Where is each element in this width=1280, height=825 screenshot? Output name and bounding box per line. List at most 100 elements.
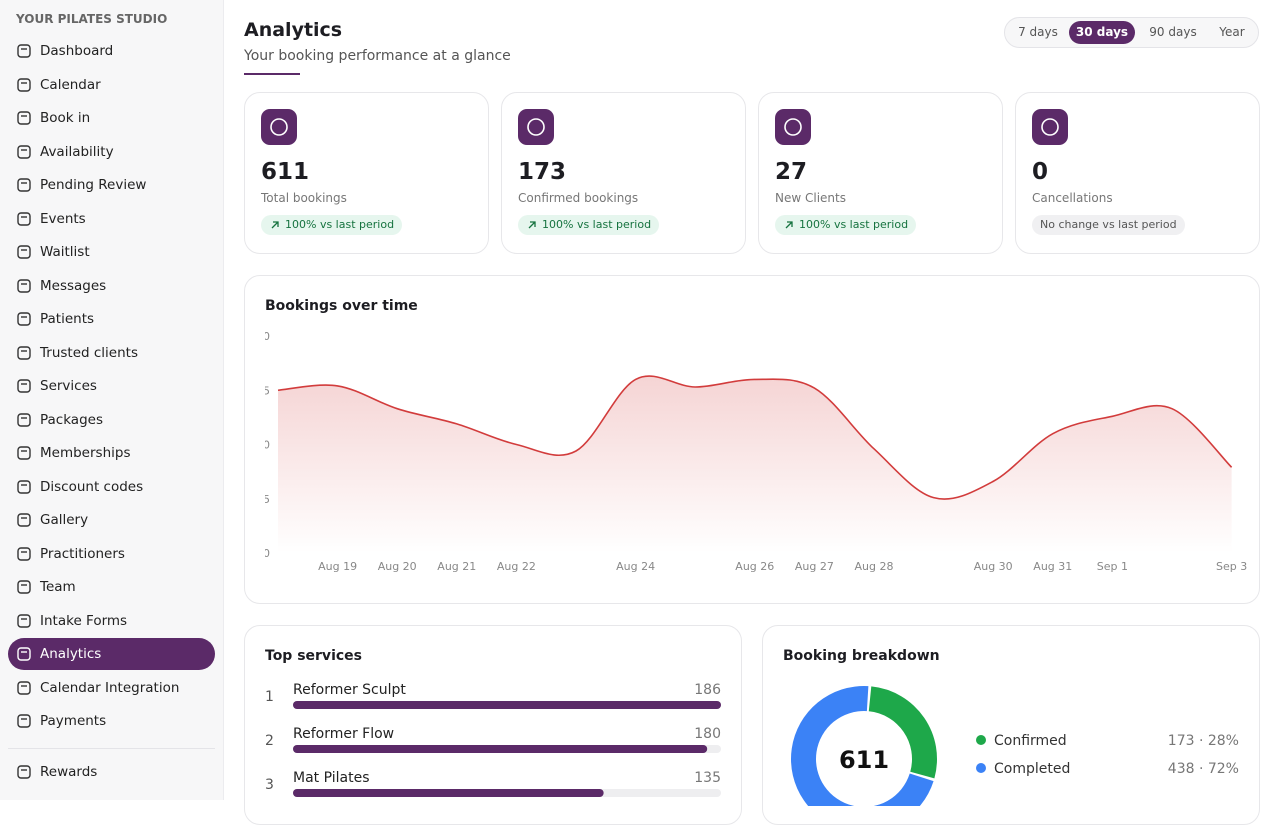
nav-item[interactable]: Analytics	[8, 638, 215, 670]
range-selector: 7 days 30 days 90 days Year	[1004, 17, 1259, 48]
stat-badge: 100% vs last period	[775, 215, 917, 235]
icon-shape	[17, 580, 31, 594]
chart-title: Bookings over time	[265, 298, 418, 314]
nav-item[interactable]: Calendar	[8, 69, 215, 101]
service-name: Mat Pilates	[293, 770, 370, 786]
nav-label: Memberships	[40, 445, 131, 461]
nav-label: Packages	[40, 411, 103, 428]
studio-name: YOUR PILATES STUDIO	[16, 12, 168, 26]
y-tick-label: 5	[263, 493, 270, 506]
nav-item[interactable]: Book in	[8, 102, 215, 134]
x-tick-label: Sep 1	[1097, 560, 1128, 573]
nav-item[interactable]: Gallery	[8, 504, 215, 536]
service-count: 135	[694, 770, 721, 786]
nav-label: Pending Review	[40, 177, 147, 193]
nav-item[interactable]: Payments	[8, 705, 215, 737]
stat-card: 611 Total bookings 100% vs last period	[244, 92, 489, 254]
stat-badge: No change vs last period	[1032, 215, 1185, 235]
sidebar: YOUR PILATES STUDIO Dashboard Calendar Boo…	[0, 0, 224, 800]
icon-shape	[17, 446, 31, 460]
badge-text: 100% vs last period	[799, 218, 909, 231]
stat-badge: 100% vs last period	[518, 215, 660, 235]
service-name: Reformer Flow	[293, 726, 394, 742]
nav-item[interactable]: Dashboard	[8, 35, 215, 67]
nav-item[interactable]: Trusted clients	[8, 337, 215, 369]
icon-glyph	[527, 118, 545, 136]
nav-icon	[17, 77, 31, 92]
x-tick-label: Aug 24	[616, 560, 655, 573]
nav-item[interactable]: Availability	[8, 136, 215, 168]
x-tick-label: Aug 28	[855, 560, 894, 573]
icon-shape	[17, 44, 31, 58]
range-option[interactable]: 7 days	[1018, 25, 1058, 39]
service-count: 180	[694, 726, 721, 742]
icon-glyph	[1041, 118, 1059, 136]
icon-shape	[17, 613, 31, 628]
range-option[interactable]: Year	[1219, 25, 1245, 39]
nav-item[interactable]: Team	[8, 571, 215, 603]
nav-item[interactable]: Intake Forms	[8, 605, 215, 637]
y-tick-label: 0	[263, 547, 270, 560]
nav-item[interactable]: Packages	[8, 404, 215, 436]
divider	[8, 748, 215, 749]
donut-chart: Confirmed 173 · 28% Completed 438 · 72% 611	[791, 686, 1239, 806]
page-title: Analytics	[244, 19, 343, 41]
nav-item[interactable]: Rewards	[8, 756, 215, 788]
nav-label: Intake Forms	[40, 612, 128, 629]
y-tick-label: 20	[256, 330, 270, 343]
icon-shape	[17, 178, 31, 192]
stat-card: 0 Cancellations No change vs last period	[1015, 92, 1260, 254]
nav-item[interactable]: Pending Review	[8, 169, 215, 201]
nav-icon	[17, 144, 31, 159]
stat-label: New Clients	[775, 191, 846, 205]
trend-arrow	[271, 221, 279, 229]
nav-item[interactable]: Events	[8, 203, 215, 235]
nav-item[interactable]: Practitioners	[8, 538, 215, 570]
icon-shape	[17, 144, 31, 159]
badge-text: 100% vs last period	[542, 218, 652, 231]
stat-value: 173	[518, 159, 567, 185]
nav-icon	[17, 680, 31, 695]
nav-item[interactable]: Patients	[8, 303, 215, 335]
range-option[interactable]: 30 days	[1069, 21, 1135, 44]
nav-label: Patients	[40, 311, 95, 327]
rank: 3	[265, 777, 274, 793]
legend-dot	[976, 735, 986, 745]
bar	[293, 701, 721, 709]
nav-icon	[17, 44, 31, 58]
x-tick-label: Aug 22	[497, 560, 536, 573]
icon-shape	[17, 647, 31, 661]
service-name: Reformer Sculpt	[293, 682, 406, 698]
stat-value: 611	[261, 159, 310, 185]
nav-label: Team	[40, 579, 76, 595]
icon-shape	[784, 118, 802, 136]
icon-shape	[17, 278, 31, 293]
icon-glyph	[784, 118, 802, 136]
legend-name: Completed	[994, 761, 1070, 777]
nav-label: Waitlist	[40, 244, 90, 260]
bar	[293, 745, 708, 753]
icon-shape	[1041, 118, 1059, 136]
nav-item[interactable]: Calendar Integration	[8, 672, 215, 704]
card-title: Top services	[265, 648, 362, 664]
trend-arrow	[528, 221, 536, 229]
stat-card: 173 Confirmed bookings 100% vs last period	[501, 92, 746, 254]
x-tick-label: Aug 27	[795, 560, 834, 573]
nav-item[interactable]: Services	[8, 370, 215, 402]
nav-item[interactable]: Discount codes	[8, 471, 215, 503]
stat-label: Total bookings	[261, 191, 347, 205]
underline	[244, 73, 300, 75]
icon-shape	[17, 680, 31, 695]
area	[278, 376, 1232, 553]
nav-item[interactable]: Memberships	[8, 437, 215, 469]
icon-shape	[17, 77, 31, 92]
range-option[interactable]: 90 days	[1149, 25, 1197, 39]
nav-item[interactable]: Waitlist	[8, 236, 215, 268]
nav-label: Book in	[40, 110, 91, 126]
breakdown-card: Booking breakdown Confirmed 173 · 28% Compl…	[762, 625, 1260, 825]
nav-label: Services	[40, 378, 97, 394]
stat-card: 27 New Clients 100% vs last period	[758, 92, 1003, 254]
nav-item[interactable]: Messages	[8, 270, 215, 302]
nav-icon	[17, 345, 31, 360]
icon-shape	[270, 118, 288, 136]
